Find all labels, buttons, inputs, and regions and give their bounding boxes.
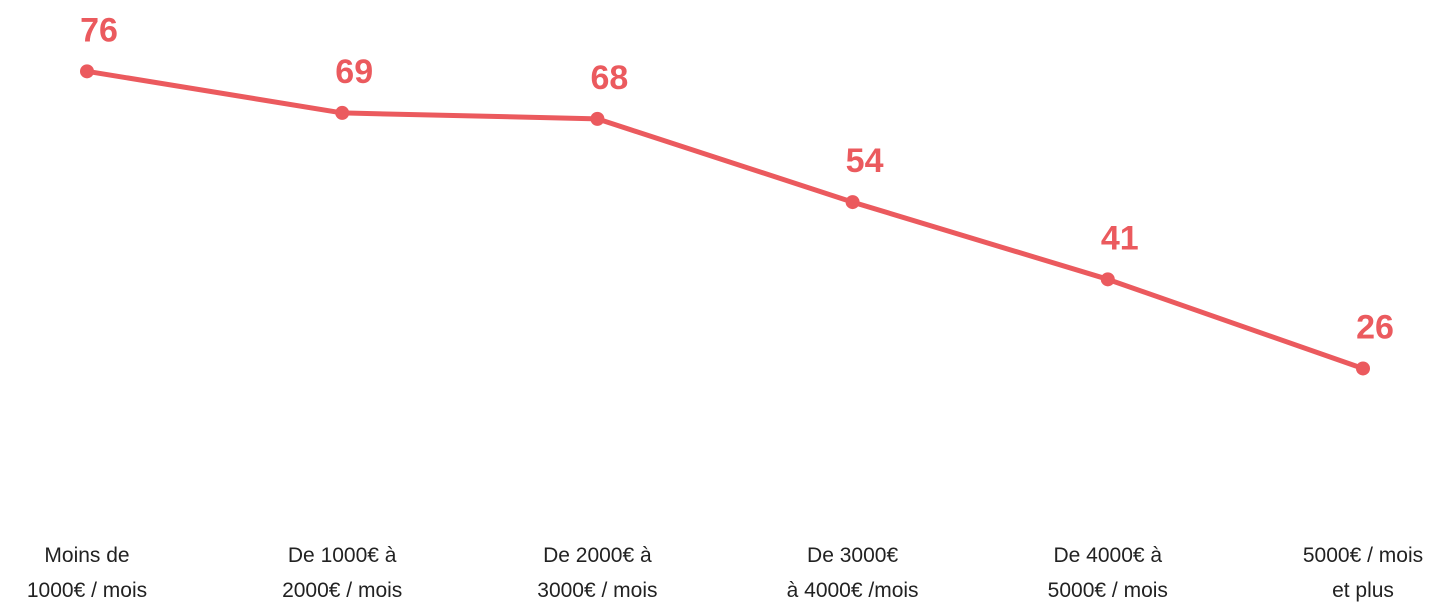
value-label: 41 (1101, 219, 1139, 257)
value-label: 69 (335, 53, 373, 91)
x-tick-label: De 2000€ à 3000€ / mois (537, 544, 658, 602)
point (590, 111, 605, 126)
x-tick-label: Moins de 1000€ / mois (26, 544, 148, 602)
x-tick-label: 5000€ / mois et plus (1302, 544, 1424, 602)
x-tick-label: De 3000€ à 4000€ /mois (786, 544, 919, 602)
value-label: 68 (590, 59, 628, 97)
point (1356, 361, 1370, 376)
point (80, 64, 94, 79)
x-tick-label: De 4000€ à 5000€ / mois (1047, 544, 1168, 602)
value-label: 54 (846, 142, 884, 180)
point (335, 105, 350, 120)
line (86, 68, 1364, 371)
point (1100, 272, 1115, 287)
value-label: 76 (80, 11, 118, 49)
x-tick-label: De 1000€ à 2000€ / mois (282, 544, 403, 602)
point (845, 195, 860, 210)
value-label: 26 (1356, 308, 1394, 346)
